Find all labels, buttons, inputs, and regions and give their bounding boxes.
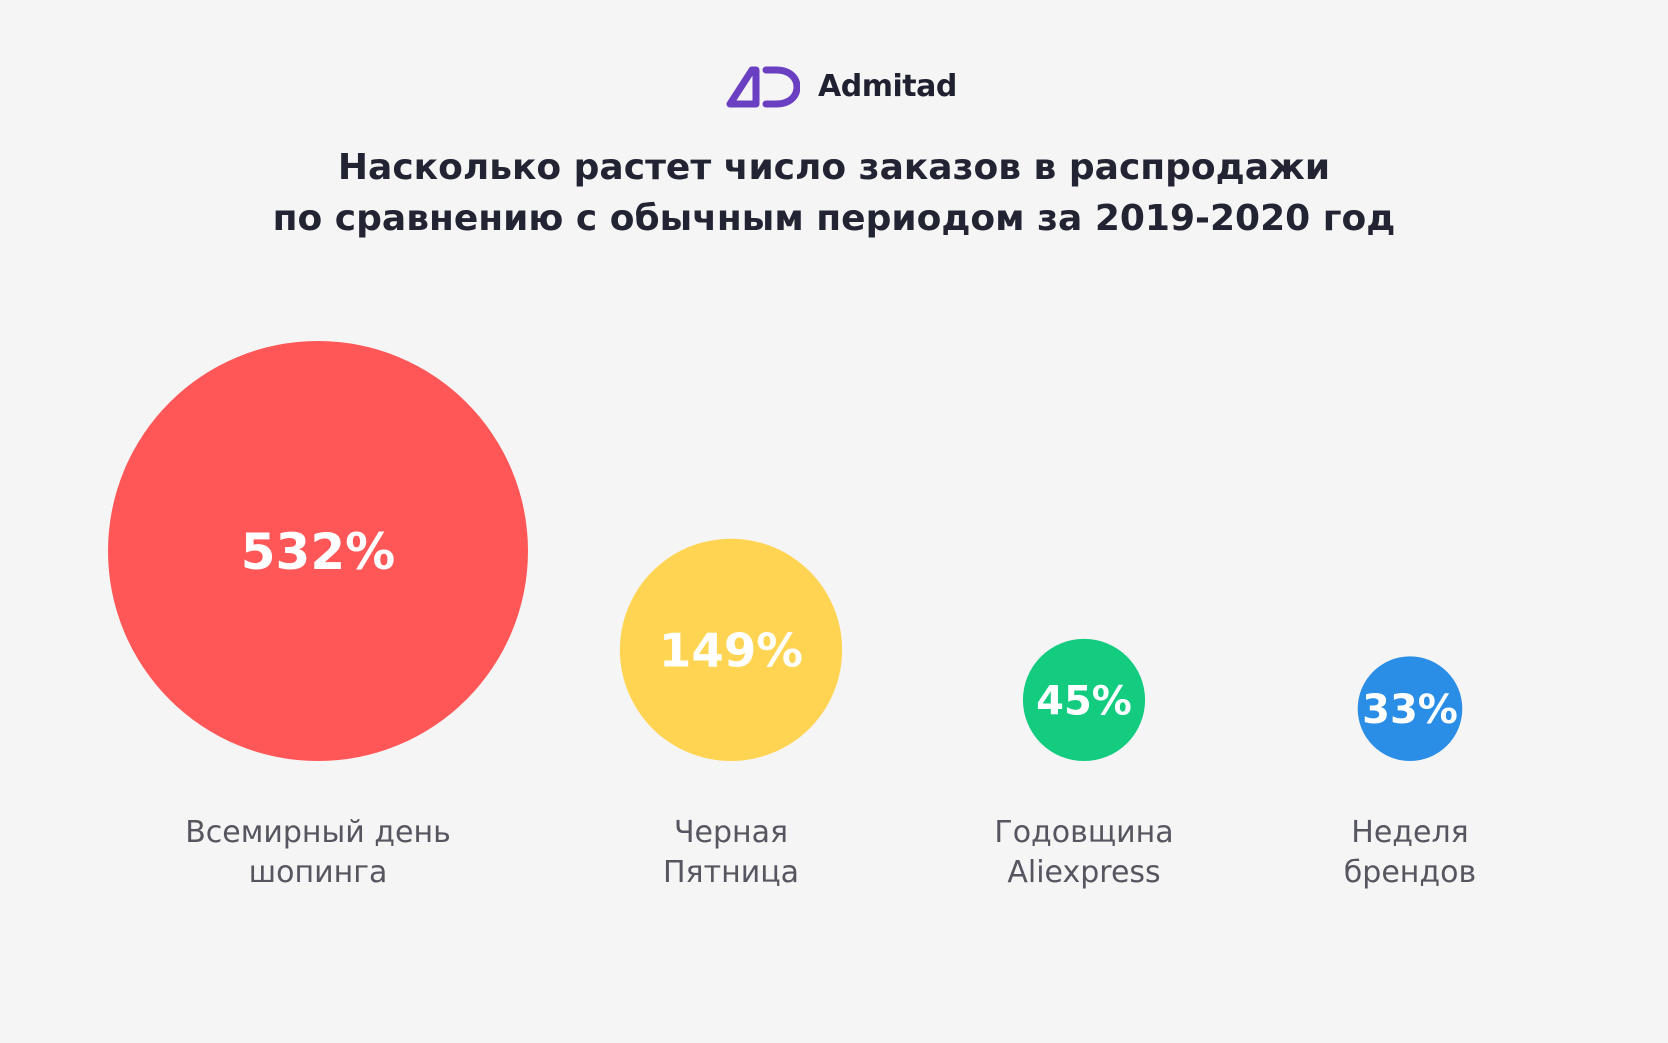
chart-title-line-2: по сравнению с обычным периодом за 2019-… bbox=[272, 198, 1396, 239]
category-label-1-line-2: шопинга bbox=[249, 855, 388, 890]
admitad-logo: Admitad bbox=[726, 63, 957, 109]
category-label-2-line-2: Пятница bbox=[663, 855, 799, 890]
category-label-4-line-1: Неделя bbox=[1351, 815, 1468, 850]
category-label-1-line-1: Всемирный день bbox=[185, 815, 451, 850]
bubble-3 bbox=[1022, 638, 1146, 761]
bubble-value-label-3: 45% bbox=[1036, 678, 1132, 724]
brand-name: Admitad bbox=[818, 68, 957, 104]
category-label-3-line-2: Aliexpress bbox=[1007, 855, 1160, 890]
bubble-value-label-1: 532% bbox=[241, 523, 395, 581]
category-label-2-line-1: Черная bbox=[674, 815, 788, 850]
category-label-3-line-1: Годовщина bbox=[994, 815, 1173, 850]
chart-title-line-1: Насколько растет число заказов в распрод… bbox=[337, 147, 1331, 188]
bubble-value-label-2: 149% bbox=[659, 625, 803, 679]
bubble-1 bbox=[108, 341, 528, 761]
chart-title: Насколько растет число заказов в распрод… bbox=[0, 142, 1668, 244]
admitad-ad-logo-icon bbox=[726, 66, 800, 108]
bubble-2 bbox=[619, 538, 843, 761]
bubble-4 bbox=[1357, 656, 1463, 761]
bubble-value-label-4: 33% bbox=[1362, 687, 1458, 733]
category-label-4-line-2: брендов bbox=[1344, 855, 1476, 890]
